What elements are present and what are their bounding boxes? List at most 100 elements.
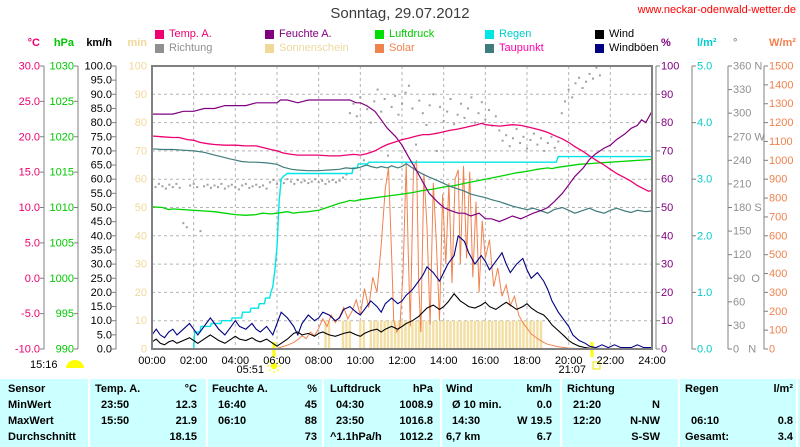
site-url[interactable]: www.neckar-odenwald-wetter.de (637, 4, 796, 16)
series-luftdruck (151, 158, 653, 216)
table-col-header: Temp. A. (95, 383, 141, 395)
sunshine-bar (501, 320, 504, 349)
tick-label-°: 150 (733, 226, 751, 238)
table-row-label: MinWert (8, 399, 52, 411)
sunshine-bar (456, 320, 459, 349)
time-label: 24:00 (638, 355, 666, 367)
sunshine-bar (466, 320, 470, 349)
tick-label-°: 180 S (733, 202, 762, 214)
legend: Temp. A. Feuchte A. Luftdruck Regen Wind Rich… (0, 0, 800, 60)
table-cell-time: 15:50 (101, 415, 130, 427)
sunshine-bar (324, 320, 327, 349)
legend-item-solar: Solar (375, 43, 415, 54)
time-label: 04:00 (222, 355, 250, 367)
tick-label-km/h: 85.0 (91, 103, 112, 115)
sunshine-bar (438, 320, 442, 349)
axis-unit-l/m²: l/m² (697, 37, 717, 49)
table-separator (322, 379, 324, 447)
tick-label-l/m²: 2.0 (697, 230, 712, 242)
legend-item-regen: Regen (485, 29, 531, 40)
tick-label-W/m²: 800 (769, 193, 787, 205)
page-title: Sonntag, 29.07.2012 (330, 5, 470, 22)
tick-label-°: 210 (733, 178, 751, 190)
sunshine-bar (473, 320, 477, 349)
weather-chart: 15:16 05:51 21:07 30.0 25.0 20.0 15.0 10.0 5.… (15, 37, 796, 376)
sunshine-bar (536, 320, 539, 349)
time-label: 14:00 (430, 355, 458, 367)
tick-label-W/m²: 400 (769, 268, 787, 280)
legend-item-sonnenschein: Sonnenschein (265, 43, 349, 54)
series-feuchte (152, 99, 653, 223)
time-label: 06:00 (263, 355, 291, 367)
sunshine-bar (390, 320, 393, 349)
table-cell-time: 04:30 (336, 399, 365, 411)
sunshine-bar (498, 320, 501, 349)
tick-label-min: 70 (135, 145, 147, 157)
tick-label-°: 360 N (733, 61, 762, 73)
sunshine-bar (515, 320, 518, 349)
sunrise-time: 05:51 (236, 364, 264, 376)
richtung-swatch-icon (155, 44, 164, 53)
table-cell-value: 0.8 (777, 415, 793, 427)
table-col-header: Richtung (567, 383, 615, 395)
legend-label-taupunkt: Taupunkt (499, 42, 544, 54)
tick-label-%: 70 (661, 145, 673, 157)
sunshine-bar (435, 320, 438, 349)
table-cell-value: 18.15 (169, 431, 197, 443)
tick-label-W/m²: 300 (769, 287, 787, 299)
legend-item-feuchte: Feuchte A. (265, 29, 332, 40)
table-cell-value: N (652, 399, 660, 411)
tick-label-min: 100 (129, 61, 147, 73)
sunshine-bar (421, 320, 424, 349)
tick-label-min: 50 (135, 202, 147, 214)
tick-label-W/m²: 100 (769, 325, 787, 337)
sunshine-bar (505, 320, 508, 349)
table-cell-value: N-NW (630, 415, 660, 427)
tick-label-°C: 5.0 (25, 237, 40, 249)
table-col-unit: °C (184, 383, 197, 395)
sunshine-bar (539, 320, 543, 349)
sunshine-bar (480, 320, 483, 349)
sunshine-bar (383, 320, 386, 349)
table-col-unit: l/m² (773, 383, 793, 395)
luftdruck-swatch-icon (375, 30, 384, 39)
tick-label-°: 120 (733, 249, 751, 261)
tick-label-%: 80 (661, 117, 673, 129)
table-cell-value: 12.3 (175, 399, 197, 411)
sunshine-bar (418, 320, 421, 349)
legend-label-richtung: Richtung (169, 42, 213, 54)
tick-label-W/m²: 1200 (769, 117, 793, 129)
table-cell-time: 06:10 (691, 415, 720, 427)
sunshine-bar (529, 320, 532, 349)
axis-unit-°: ° (733, 37, 737, 49)
table-row-label: Sensor (8, 383, 46, 395)
tick-label-km/h: 35.0 (91, 244, 112, 256)
tick-label-°C: -10.0 (15, 344, 40, 356)
tick-label-km/h: 25.0 (91, 273, 112, 285)
table-cell-time: Gesamt: (685, 431, 730, 443)
tick-label-°: 60 (733, 296, 745, 308)
legend-label-sonnenschein: Sonnenschein (279, 42, 349, 54)
tick-label-l/m²: 4.0 (697, 117, 712, 129)
tick-label-°C: 15.0 (19, 167, 40, 179)
feuchte-swatch-icon (265, 30, 274, 39)
tick-label-hPa: 1005 (50, 237, 74, 249)
tick-label-hPa: 1020 (50, 131, 74, 143)
series-wind (151, 292, 652, 350)
sunshine-bar (532, 320, 536, 349)
tick-label-km/h: 60.0 (91, 174, 112, 186)
sunset-icon (592, 361, 601, 370)
sunshine-bar (359, 320, 362, 349)
axis-unit-km/h: km/h (86, 37, 112, 49)
time-label: 08:00 (305, 355, 333, 367)
sunshine-bar (369, 320, 372, 349)
table-cell-value: 1012.2 (399, 431, 433, 443)
tick-label-%: 60 (661, 174, 673, 186)
sunshine-bar (407, 320, 411, 349)
axis-unit-%: % (661, 37, 671, 49)
tick-label-W/m²: 1300 (769, 98, 793, 110)
tick-label-km/h: 95.0 (91, 75, 112, 87)
legend-item-windboen: Windböen (595, 43, 659, 54)
tick-label-hPa: 990 (56, 344, 74, 356)
